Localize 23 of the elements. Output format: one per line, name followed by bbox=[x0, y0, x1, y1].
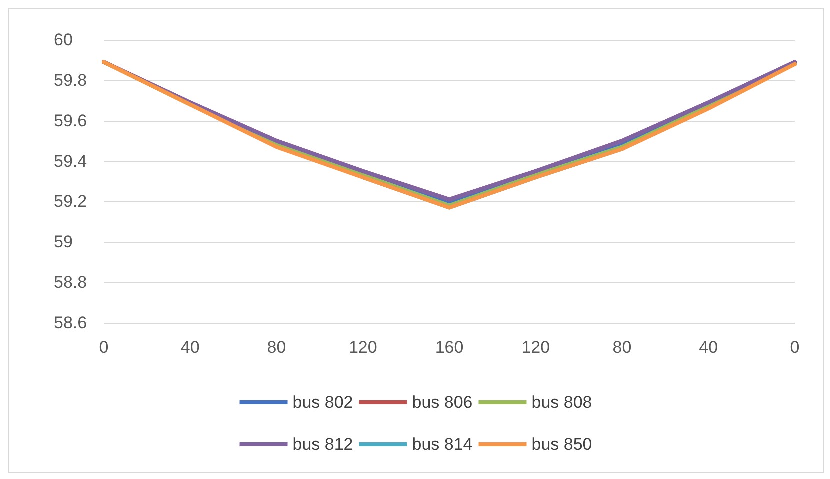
y-tick-label: 59 bbox=[54, 232, 73, 252]
y-tick-label: 59.2 bbox=[54, 192, 88, 212]
x-tick-label: 80 bbox=[612, 338, 632, 357]
x-tick-label: 120 bbox=[522, 338, 550, 357]
x-tick-label: 0 bbox=[790, 338, 800, 357]
y-tick-label: 59.4 bbox=[54, 152, 88, 171]
y-tick-label: 58.8 bbox=[54, 273, 88, 292]
y-tick-label: 58.6 bbox=[54, 314, 88, 332]
legend-label: bus 808 bbox=[532, 393, 592, 412]
y-tick-label: 59.8 bbox=[54, 70, 88, 90]
x-tick-label: 40 bbox=[180, 338, 200, 357]
legend-label: bus 806 bbox=[412, 393, 473, 412]
x-tick-label: 40 bbox=[699, 338, 718, 357]
x-tick-label: 0 bbox=[99, 338, 109, 357]
y-tick-label: 59.6 bbox=[54, 111, 88, 130]
legend-label: bus 814 bbox=[412, 435, 473, 454]
legend-label: bus 812 bbox=[292, 435, 354, 454]
x-tick-label: 160 bbox=[435, 338, 464, 357]
x-tick-label: 80 bbox=[267, 338, 286, 357]
legend-label: bus 802 bbox=[292, 393, 354, 412]
x-tick-label: 120 bbox=[348, 338, 378, 357]
y-tick-label: 60 bbox=[54, 30, 73, 50]
legend-label: bus 850 bbox=[532, 435, 592, 454]
